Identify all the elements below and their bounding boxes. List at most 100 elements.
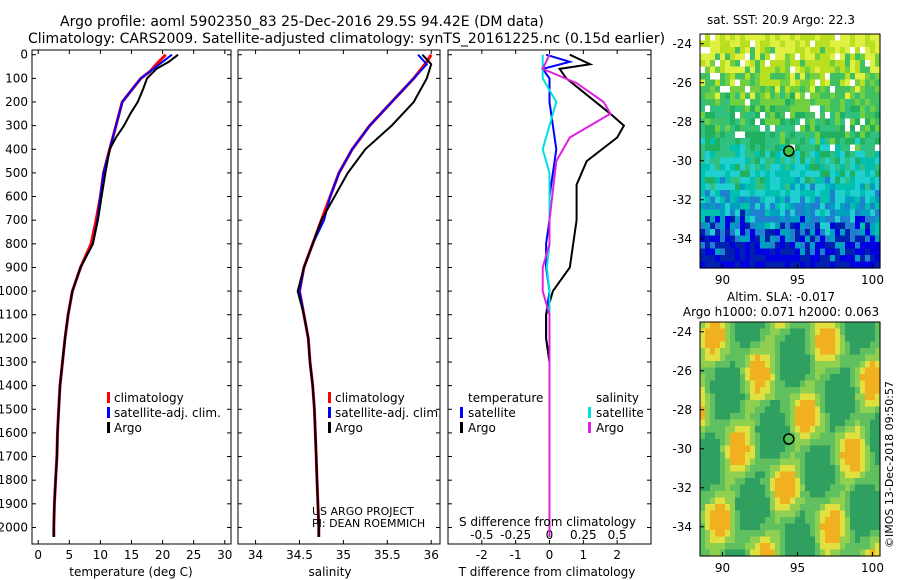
map-cell [765, 374, 771, 382]
map-cell [725, 432, 731, 440]
map-cell [705, 164, 711, 172]
map-cell [735, 99, 741, 107]
map-cell [740, 151, 746, 159]
map-cell [820, 183, 826, 191]
map-cell [760, 361, 766, 369]
map-cell [760, 40, 766, 48]
map-cell [735, 242, 741, 250]
map-cell [710, 105, 716, 113]
map-cell [775, 387, 781, 395]
map-cell [800, 471, 806, 479]
map-cell [755, 380, 761, 388]
map-cell [860, 432, 866, 440]
map-cell [810, 170, 816, 178]
map-cell [845, 47, 851, 55]
map-cell [870, 34, 876, 42]
map-cell [770, 131, 776, 139]
map-cell [770, 34, 776, 42]
map-cell [810, 419, 816, 427]
map-cell [800, 543, 806, 551]
map-cell [740, 510, 746, 518]
map-cell [710, 203, 716, 211]
map-cell [725, 144, 731, 152]
map-cell [825, 79, 831, 87]
map-cell [700, 432, 706, 440]
map-cell [735, 439, 741, 447]
map-cell [785, 99, 791, 107]
map-cell [750, 465, 756, 473]
map-cell [730, 341, 736, 349]
map-cell [760, 517, 766, 525]
map-cell [845, 99, 851, 107]
map-cell [840, 170, 846, 178]
map-cell [875, 406, 881, 414]
map-cell [825, 419, 831, 427]
map-cell [850, 53, 856, 61]
map-cell [750, 40, 756, 48]
map-cell [735, 222, 741, 230]
map-cell [745, 510, 751, 518]
map-cell [795, 235, 801, 243]
map-cell [715, 348, 721, 356]
map-cell [760, 53, 766, 61]
map-cell [830, 374, 836, 382]
map-cell [715, 517, 721, 525]
map-cell [715, 255, 721, 263]
map-cell [845, 504, 851, 512]
map-cell [770, 105, 776, 113]
map-cell [735, 380, 741, 388]
map-cell [855, 196, 861, 204]
map-cell [750, 183, 756, 191]
map-cell [735, 406, 741, 414]
map-cell [815, 367, 821, 375]
map-cell [835, 354, 841, 362]
map-cell [795, 92, 801, 100]
map-cell [760, 439, 766, 447]
map-cell [735, 426, 741, 434]
map-cell [785, 393, 791, 401]
map-cell [875, 248, 881, 256]
map-cell [820, 261, 826, 269]
depth-tick-label: 1200 [0, 331, 28, 345]
map-cell [800, 530, 806, 538]
map-cell [735, 530, 741, 538]
map-cell [755, 458, 761, 466]
map-cell [700, 400, 706, 408]
map-cell [780, 151, 786, 159]
map-cell [705, 47, 711, 55]
map-y-tick-label: -26 [672, 364, 692, 378]
map-cell [825, 452, 831, 460]
map-cell [740, 125, 746, 133]
map-cell [785, 248, 791, 256]
map-cell [790, 374, 796, 382]
map-cell [875, 112, 881, 120]
map-cell [770, 99, 776, 107]
map-cell [790, 53, 796, 61]
map-cell [790, 73, 796, 81]
map-cell [750, 86, 756, 94]
map-cell [745, 34, 751, 42]
map-cell [825, 361, 831, 369]
map-cell [705, 536, 711, 544]
map-cell [710, 497, 716, 505]
map-cell [850, 348, 856, 356]
map-cell [705, 387, 711, 395]
map-cell [710, 380, 716, 388]
map-cell [830, 400, 836, 408]
map-cell [710, 406, 716, 414]
map-cell [855, 432, 861, 440]
map-cell [730, 112, 736, 120]
map-cell [835, 530, 841, 538]
map-cell [875, 47, 881, 55]
map-cell [845, 354, 851, 362]
map-cell [865, 445, 871, 453]
map-cell [790, 255, 796, 263]
map-cell [815, 209, 821, 217]
map-cell [870, 471, 876, 479]
map-cell [745, 53, 751, 61]
map-cell [720, 478, 726, 486]
map-cell [760, 112, 766, 120]
map-cell [765, 47, 771, 55]
map-cell [845, 144, 851, 152]
map-cell [720, 322, 726, 330]
